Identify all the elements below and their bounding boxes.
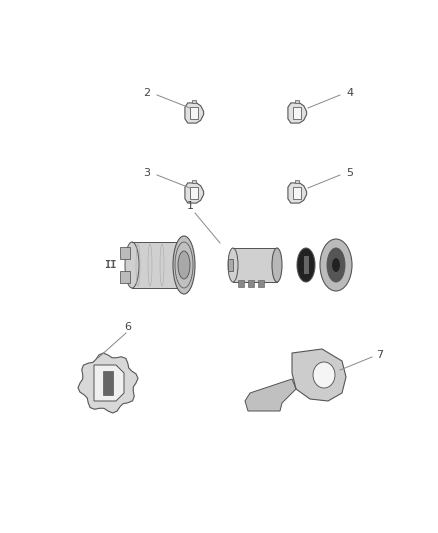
- Ellipse shape: [272, 248, 282, 282]
- Polygon shape: [132, 242, 184, 288]
- Polygon shape: [288, 103, 307, 123]
- Polygon shape: [295, 180, 299, 183]
- Polygon shape: [238, 280, 244, 287]
- Polygon shape: [190, 107, 198, 119]
- Text: 2: 2: [143, 88, 151, 98]
- Ellipse shape: [320, 239, 352, 291]
- Polygon shape: [288, 183, 307, 203]
- Ellipse shape: [327, 248, 345, 282]
- Polygon shape: [192, 180, 196, 183]
- Ellipse shape: [313, 362, 335, 388]
- Ellipse shape: [297, 248, 315, 282]
- Ellipse shape: [173, 236, 195, 294]
- Polygon shape: [78, 353, 138, 413]
- Ellipse shape: [228, 248, 238, 282]
- Polygon shape: [233, 248, 277, 282]
- Text: 1: 1: [187, 201, 194, 211]
- Ellipse shape: [125, 242, 139, 288]
- Polygon shape: [120, 271, 130, 283]
- Text: 5: 5: [346, 168, 353, 178]
- Polygon shape: [185, 103, 204, 123]
- Polygon shape: [248, 280, 254, 287]
- Ellipse shape: [332, 258, 340, 272]
- Polygon shape: [94, 365, 124, 401]
- Polygon shape: [292, 349, 346, 401]
- Polygon shape: [185, 183, 204, 203]
- Polygon shape: [304, 256, 308, 274]
- Ellipse shape: [178, 251, 190, 279]
- Polygon shape: [293, 187, 301, 199]
- Polygon shape: [190, 187, 198, 199]
- Text: 6: 6: [124, 322, 131, 332]
- Text: 4: 4: [346, 88, 353, 98]
- Polygon shape: [245, 379, 296, 411]
- Polygon shape: [192, 100, 196, 103]
- Text: 3: 3: [144, 168, 151, 178]
- Polygon shape: [293, 107, 301, 119]
- Polygon shape: [120, 247, 130, 259]
- Polygon shape: [228, 259, 233, 271]
- Text: II: II: [104, 260, 116, 270]
- Polygon shape: [258, 280, 264, 287]
- Polygon shape: [103, 371, 113, 395]
- Polygon shape: [295, 100, 299, 103]
- Text: 7: 7: [376, 350, 384, 360]
